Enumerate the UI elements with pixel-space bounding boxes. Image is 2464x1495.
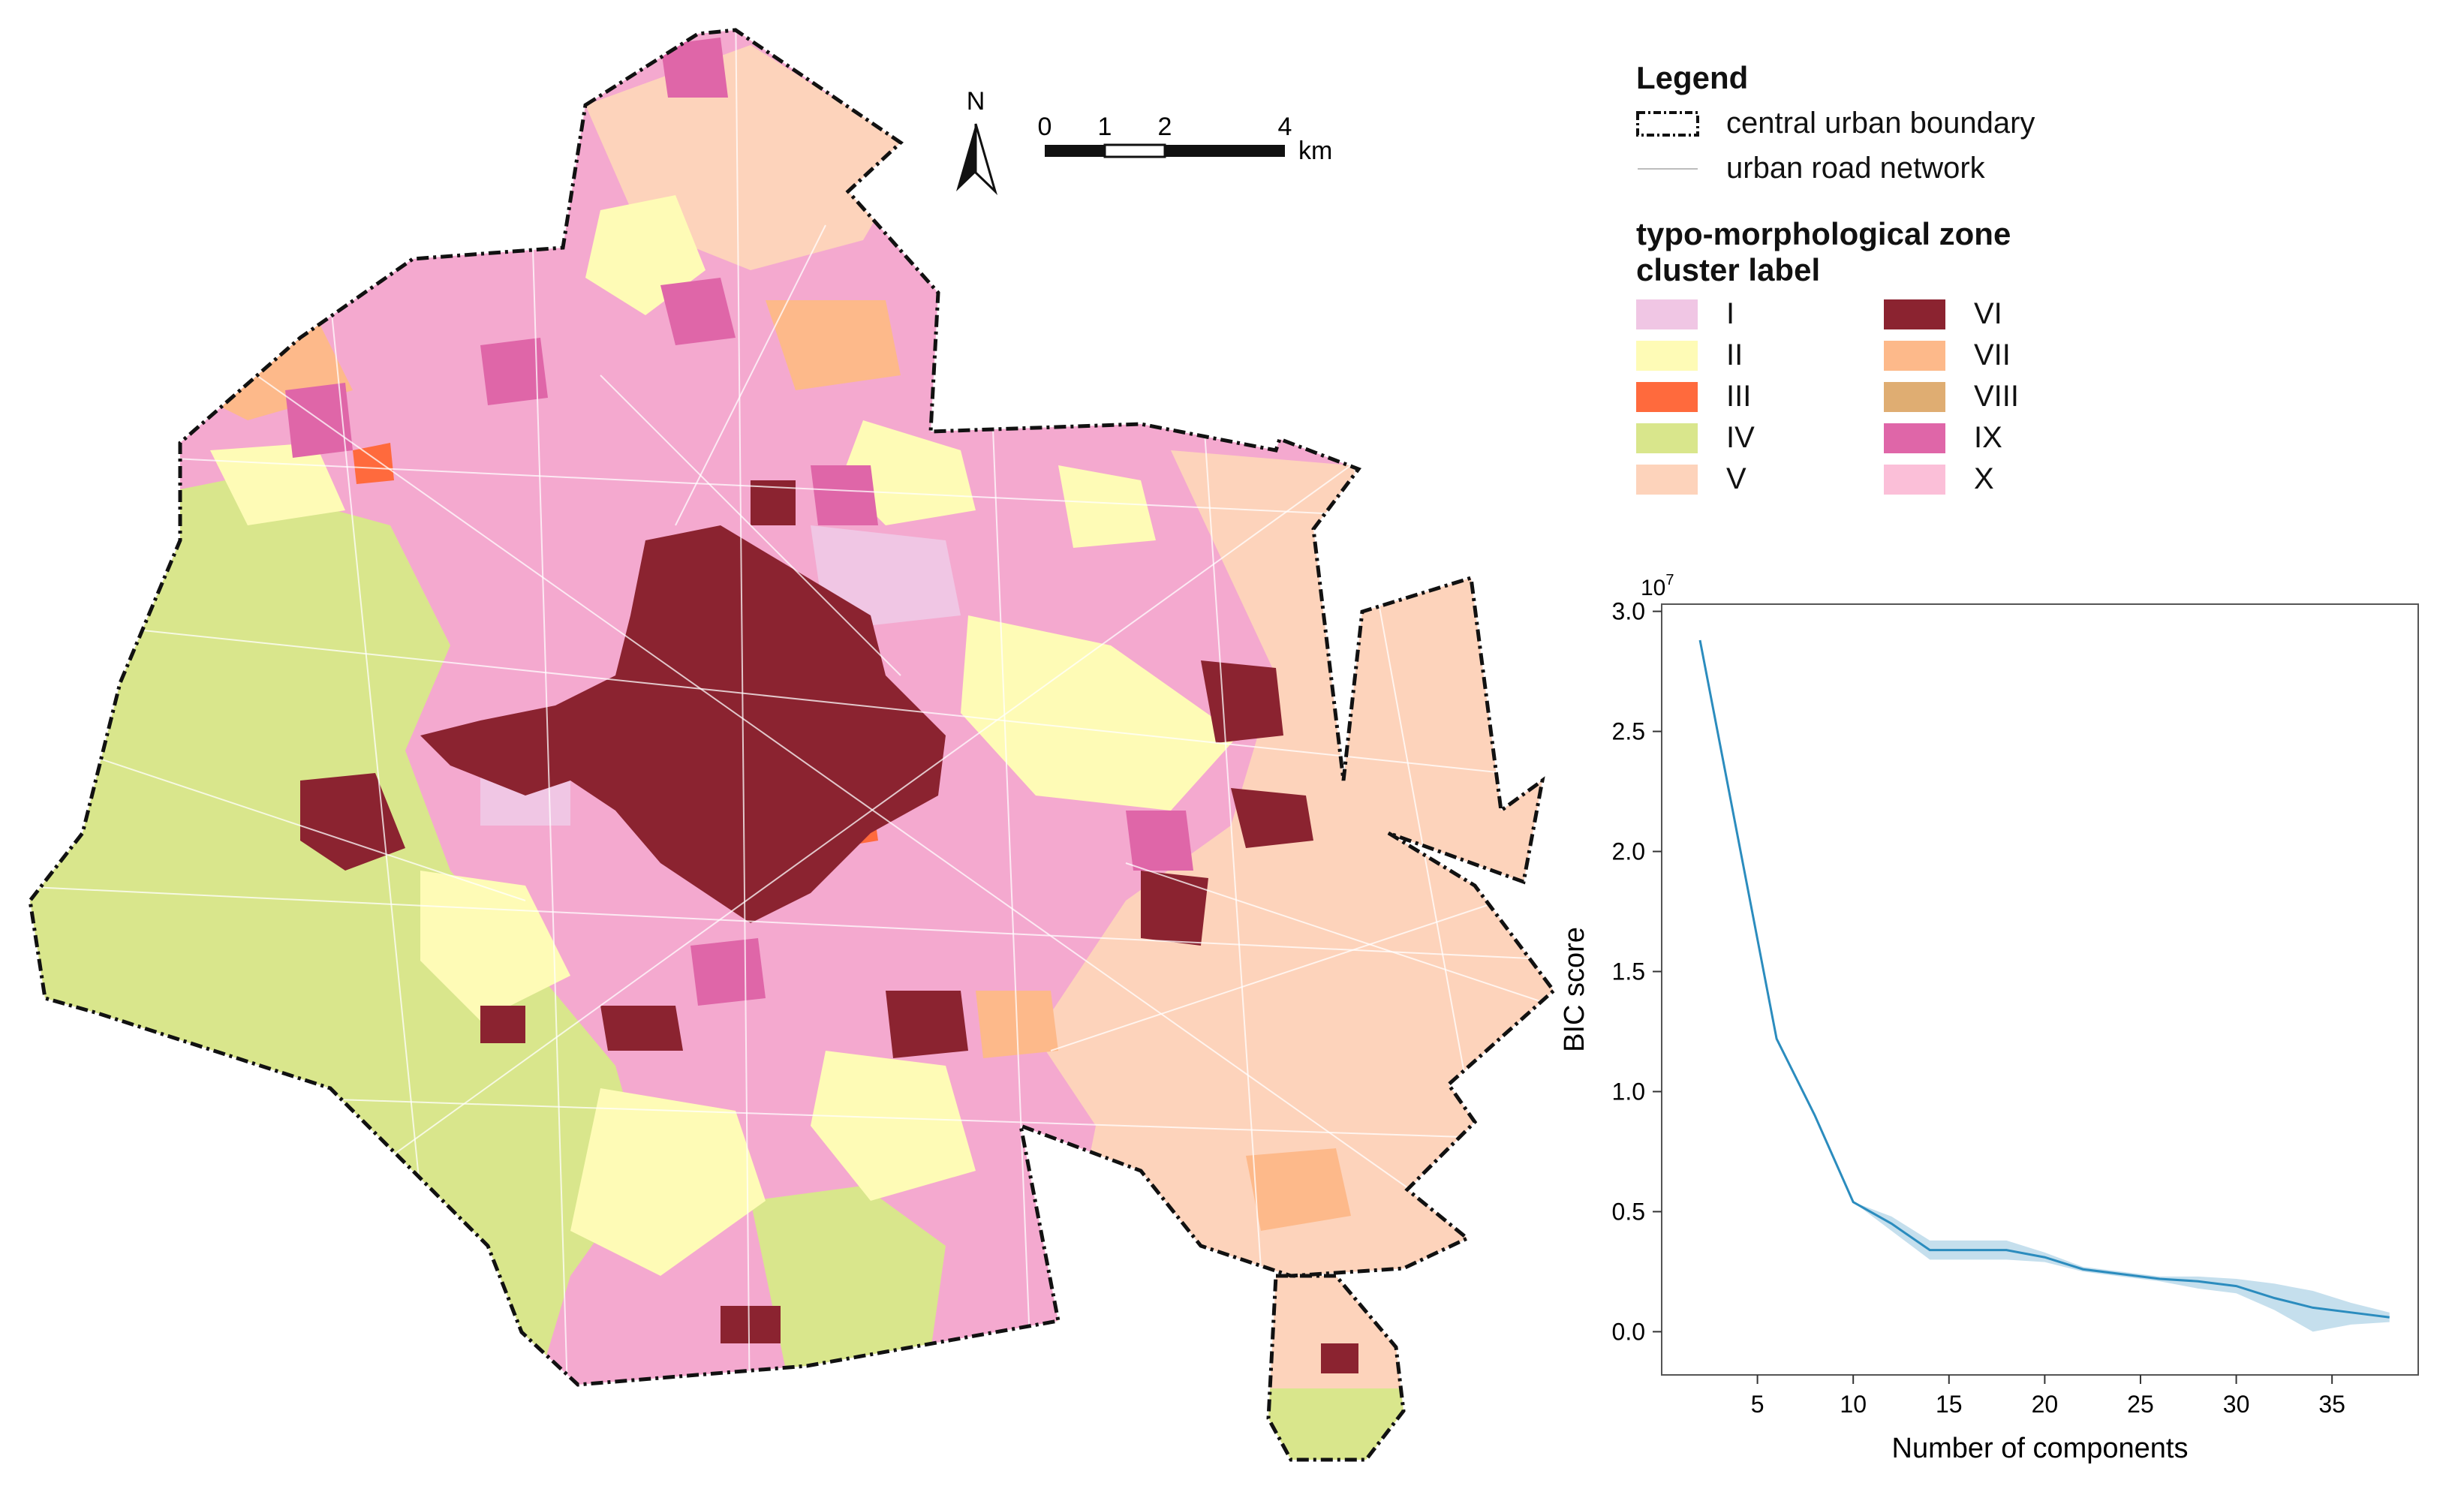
road-symbol-icon: [1638, 167, 1698, 170]
cluster-legend-title: typo-morphological zone cluster label: [1636, 216, 2011, 288]
north-arrow-icon: N: [956, 87, 997, 195]
y-axis-exponent: 107: [1641, 572, 1674, 600]
x-tick-label: 5: [1751, 1391, 1765, 1418]
map-canvas: N 0 1 2 4 km: [0, 0, 1576, 1462]
y-exponent-power: 7: [1665, 572, 1674, 588]
y-tick-label: 1.5: [1612, 958, 1645, 985]
legend-boundary-row: central urban boundary: [1636, 107, 2035, 140]
chart-canvas: 5 10 15 20 25 30 35 0.00.51.01.52.02.53.0 107 …: [1559, 572, 2419, 1464]
y-tick-label: 2.5: [1612, 718, 1645, 745]
cluster-label: I: [1726, 297, 1735, 330]
x-tick-label: 20: [2032, 1391, 2059, 1418]
x-axis-ticks: 5 10 15 20 25 30 35: [1751, 1375, 2345, 1418]
cluster-swatch: [1884, 381, 1945, 412]
y-exponent-base: 10: [1641, 576, 1665, 600]
scale-tick-1: 1: [1098, 113, 1112, 141]
cluster-legend-item: III: [1636, 380, 1751, 414]
cluster-swatch: [1636, 299, 1698, 329]
north-label: N: [967, 87, 985, 116]
y-tick-label: 2.0: [1612, 838, 1645, 865]
cluster-label: II: [1726, 338, 1743, 371]
urban-zone-map: N 0 1 2 4 km: [0, 0, 1576, 1462]
cluster-swatch: [1884, 423, 1945, 453]
cluster-legend-item: IV: [1636, 421, 1755, 455]
boundary-symbol-icon: [1636, 110, 1699, 137]
cluster-swatch: [1636, 464, 1698, 495]
plot-area-frame: [1661, 603, 2419, 1376]
cluster-label: VI: [1974, 297, 2002, 330]
zone-fill-spur: [1268, 1276, 1403, 1460]
cluster-title-line1: typo-morphological zone: [1636, 216, 2011, 251]
cluster-label: V: [1726, 462, 1746, 495]
x-tick-label: 25: [2127, 1391, 2154, 1418]
legend-road-row: urban road network: [1636, 152, 1985, 185]
boundary-label: central urban boundary: [1726, 107, 2035, 140]
confidence-band: [1700, 639, 2390, 1332]
x-tick-label: 30: [2223, 1391, 2250, 1418]
cluster-swatch: [1636, 423, 1698, 453]
cluster-legend-item: I: [1636, 297, 1734, 331]
cluster-label: VII: [1974, 338, 2011, 371]
scale-unit: km: [1298, 137, 1332, 165]
scale-tick-2: 2: [1158, 113, 1172, 141]
cluster-legend-item: VI: [1884, 297, 2002, 331]
x-tick-label: 15: [1936, 1391, 1963, 1418]
cluster-swatch: [1884, 464, 1945, 495]
bic-line-series: [1698, 639, 2390, 1319]
y-tick-label: 3.0: [1612, 598, 1645, 625]
cluster-title-line2: cluster label: [1636, 252, 1821, 287]
zone-fill-layer: [30, 30, 1554, 1385]
cluster-legend-item: II: [1636, 338, 1743, 372]
cluster-label: X: [1974, 462, 1994, 495]
cluster-swatch: [1636, 340, 1698, 371]
scale-tick-0: 0: [1038, 113, 1052, 141]
cluster-legend-item: IX: [1884, 421, 2002, 455]
y-axis-ticks: 0.0 0.5 1.0 1.5 2.0 2.5 3.0: [1612, 598, 1662, 1345]
cluster-label: IV: [1726, 421, 1755, 454]
spur-boundary: [1266, 1274, 1406, 1462]
cluster-label: IX: [1974, 421, 2002, 454]
scale-bar: 0 1 2 4 km: [1038, 113, 1333, 165]
cluster-legend-item: VII: [1884, 338, 2011, 372]
y-axis-label: BIC score: [1559, 927, 1590, 1052]
x-tick-label: 35: [2318, 1391, 2345, 1418]
x-tick-label: 10: [1840, 1391, 1867, 1418]
cluster-legend-item: VIII: [1884, 380, 2019, 414]
bic-score-chart: 5 10 15 20 25 30 35 0.0 0.5 1.0 1.5 2.0 2.5 3.0 107 …: [1546, 570, 2464, 1491]
y-tick-label: 0.5: [1612, 1198, 1645, 1225]
cluster-swatch: [1884, 299, 1945, 329]
cluster-swatch: [1884, 340, 1945, 371]
cluster-legend-item: X: [1884, 462, 1994, 496]
cluster-label: VIII: [1974, 380, 2020, 413]
cluster-swatch: [1636, 381, 1698, 412]
scale-tick-4: 4: [1278, 113, 1292, 141]
road-label: urban road network: [1726, 152, 1985, 185]
cluster-legend-item: V: [1636, 462, 1746, 496]
x-axis-label: Number of components: [1892, 1433, 2189, 1464]
map-legend: Legend central urban boundary urban road…: [1636, 60, 2387, 510]
y-tick-label: 1.0: [1612, 1078, 1645, 1105]
y-tick-label: 0.0: [1612, 1318, 1645, 1345]
cluster-label: III: [1726, 380, 1752, 413]
legend-title: Legend: [1636, 60, 1749, 95]
